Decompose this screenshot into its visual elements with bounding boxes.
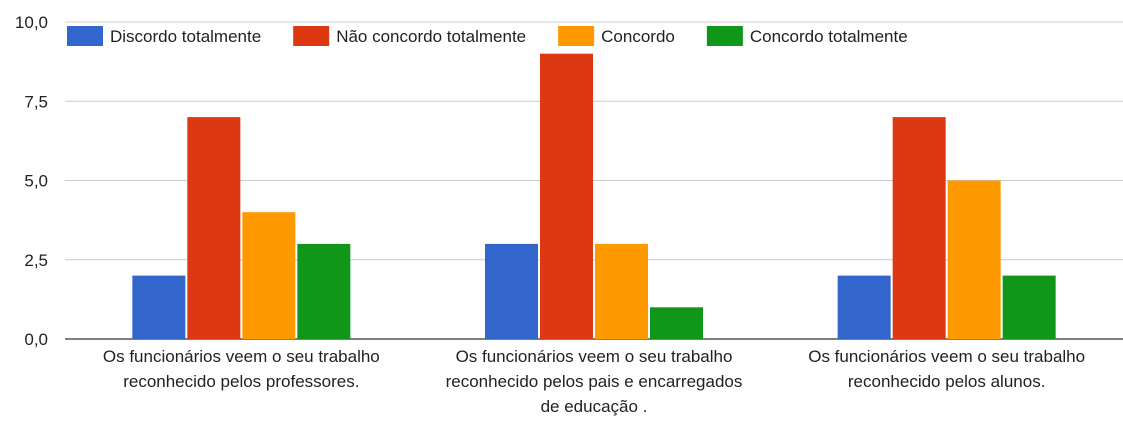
y-tick-label: 5,0 xyxy=(24,172,48,191)
legend-swatch xyxy=(558,26,595,46)
bar[interactable] xyxy=(947,180,1001,340)
bar[interactable] xyxy=(892,117,946,339)
x-category-label: reconhecido pelos pais e encarregados xyxy=(446,372,743,391)
legend[interactable]: Discordo totalmente Não concordo totalmen… xyxy=(67,26,908,46)
y-tick-label: 7,5 xyxy=(24,92,48,111)
legend-item[interactable]: Não concordo totalmente xyxy=(293,26,526,46)
x-category-label: de educação . xyxy=(541,397,648,416)
x-category-label: reconhecido pelos alunos. xyxy=(848,372,1046,391)
bar[interactable] xyxy=(650,307,703,339)
x-category-label: reconhecido pelos professores. xyxy=(123,372,359,391)
legend-item[interactable]: Discordo totalmente xyxy=(67,26,261,46)
legend-swatch xyxy=(706,26,743,46)
legend-item[interactable]: Concordo totalmente xyxy=(706,26,908,46)
y-tick-label: 0,0 xyxy=(24,330,48,349)
legend-swatch xyxy=(293,26,330,46)
legend-label: Não concordo totalmente xyxy=(336,27,526,46)
legend-item[interactable]: Concordo xyxy=(558,26,675,46)
bar[interactable] xyxy=(1002,275,1056,339)
bar[interactable] xyxy=(297,243,351,339)
x-category-label: Os funcionários veem o seu trabalho xyxy=(103,347,380,366)
x-category-label: Os funcionários veem o seu trabalho xyxy=(808,347,1085,366)
bar[interactable] xyxy=(595,243,648,339)
bar[interactable] xyxy=(242,212,296,339)
x-axis-category-labels: Os funcionários veem o seu trabalho recon… xyxy=(103,347,1085,416)
legend-swatch xyxy=(67,26,103,46)
bar[interactable] xyxy=(187,117,241,339)
y-tick-label: 2,5 xyxy=(24,251,48,270)
x-category-label: Os funcionários veem o seu trabalho xyxy=(456,347,733,366)
bar[interactable] xyxy=(540,53,593,339)
legend-label: Discordo totalmente xyxy=(110,27,261,46)
bars xyxy=(132,53,1056,340)
legend-label: Concordo xyxy=(601,27,675,46)
bar[interactable] xyxy=(132,275,186,339)
y-axis-tick-labels: 0,0 2,5 5,0 7,5 10,0 xyxy=(15,13,48,349)
gridlines xyxy=(65,21,1123,340)
legend-label: Concordo totalmente xyxy=(750,27,908,46)
bar[interactable] xyxy=(485,243,538,339)
bar[interactable] xyxy=(837,275,891,339)
y-tick-label: 10,0 xyxy=(15,13,48,32)
